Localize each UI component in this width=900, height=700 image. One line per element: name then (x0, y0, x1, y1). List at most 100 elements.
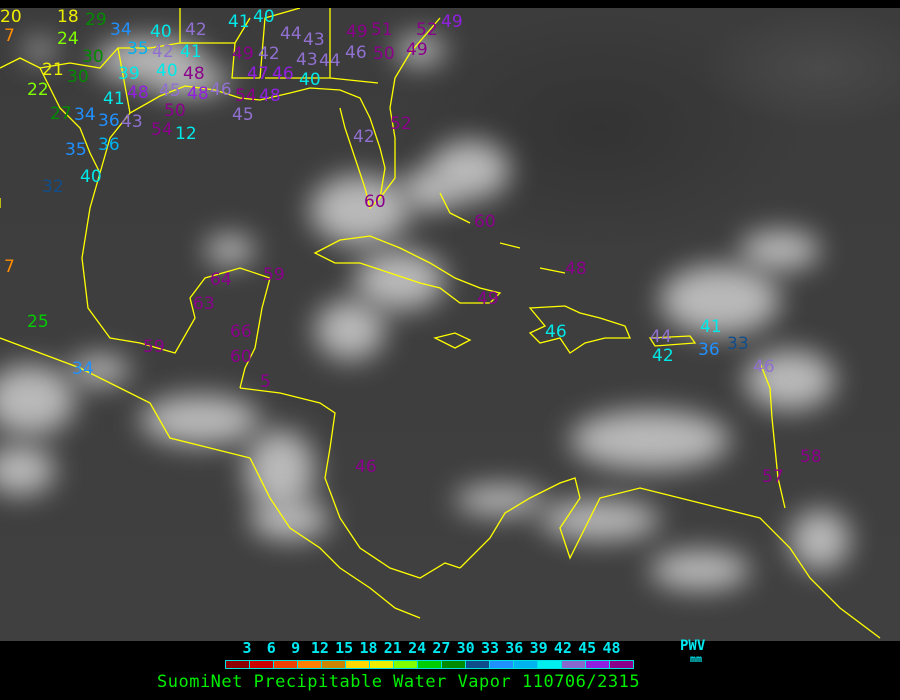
pwv-label: 52 (416, 20, 438, 40)
pwv-label: 29 (85, 10, 107, 30)
pwv-label: 63 (193, 294, 215, 314)
pwv-label: 35 (65, 140, 87, 160)
pwv-label: 20 (0, 8, 22, 27)
legend-tick: 15 (335, 639, 354, 657)
legend-swatch (586, 661, 610, 668)
cloud (740, 230, 820, 270)
pwv-label: 30 (82, 47, 104, 67)
pwv-label: 7 (4, 26, 15, 46)
legend-tick: 48 (602, 639, 621, 657)
map-title: SuomiNet Precipitable Water Vapor 110706… (157, 672, 641, 692)
pwv-label: 60 (474, 212, 496, 232)
pwv-label: 48 (565, 259, 587, 279)
pwv-label: 41 (180, 42, 202, 62)
pwv-label: 60 (364, 192, 386, 212)
pwv-label: 48 (259, 86, 281, 106)
south-america-coast (459, 477, 881, 639)
florida-atlantic-coast (379, 17, 441, 199)
pwv-label: 36 (98, 135, 120, 155)
cloud (0, 445, 55, 495)
cloud (745, 350, 835, 410)
pwv-label: 43 (303, 30, 325, 50)
pwv-label: 44 (319, 51, 341, 71)
pwv-label: 58 (800, 447, 822, 467)
pwv-label: 25 (27, 312, 49, 332)
legend-swatch (322, 661, 346, 668)
pwv-label: 34 (110, 20, 132, 40)
cloud (790, 510, 850, 570)
pwv-label: 42 (185, 20, 207, 40)
satellite-image: 20 7 18 29 24 30 34 35 42 40 40 41 39 48 45 48 50 48 41 21 3… (0, 8, 900, 641)
pwv-label: 50 (373, 44, 395, 64)
cloud (660, 265, 780, 335)
jamaica (433, 332, 472, 349)
legend-unit-label: PWV (680, 638, 706, 654)
pwv-label: 33 (727, 334, 749, 354)
pwv-label: 41 (700, 317, 722, 337)
legend-tick: 45 (578, 639, 597, 657)
pwv-label: 42 (152, 42, 174, 62)
pwv-label: 66 (230, 322, 252, 342)
state-borders (0, 8, 379, 174)
pwv-label: 59 (143, 337, 165, 357)
legend-tick: 21 (383, 639, 402, 657)
legend-swatch (298, 661, 322, 668)
pwv-label: 24 (57, 29, 79, 49)
pwv-label: 46 (272, 64, 294, 84)
legend-tick: 42 (553, 639, 572, 657)
pwv-label: 50 (164, 101, 186, 121)
central-america-coast (239, 387, 461, 619)
cloud (540, 500, 660, 540)
legend-tick: 30 (456, 639, 475, 657)
pwv-label: 34 (74, 105, 96, 125)
puerto-rico (648, 335, 697, 347)
pwv-station-labels: 20 7 18 29 24 30 34 35 42 40 40 41 39 48 45 48 50 48 41 21 3… (0, 8, 900, 641)
color-legend: 3 6 9 12 15 18 21 24 27 30 33 36 39 42 45 48 PWV mm Suo… (0, 638, 900, 700)
cloud (70, 355, 130, 385)
legend-tick: 24 (408, 639, 427, 657)
pwv-label: 64 (210, 270, 232, 290)
pwv-label: 41 (103, 89, 125, 109)
cloud (570, 410, 730, 470)
pwv-label: 49 (477, 289, 499, 309)
pwv-label: 48 (127, 83, 149, 103)
mexico-coast (81, 172, 271, 389)
pwv-label: 49 (232, 44, 254, 64)
bahamas (439, 192, 566, 274)
legend-tick: 9 (291, 639, 301, 657)
pwv-label: 57 (762, 467, 784, 487)
cloud (650, 550, 750, 590)
pwv-label: 44 (280, 24, 302, 44)
cloud (315, 300, 385, 360)
pwv-label: 44 (650, 327, 672, 347)
coastlines (0, 8, 881, 639)
legend-tick: 6 (266, 639, 276, 657)
legend-swatch (610, 661, 633, 668)
pwv-label: 43 (296, 50, 318, 70)
pwv-label: 52 (390, 114, 412, 134)
pwv-label: 32 (42, 177, 64, 197)
pwv-label: 40 (156, 61, 178, 81)
pwv-label: 18 (57, 8, 79, 27)
pwv-label: 54 (151, 120, 173, 140)
legend-tick: 3 (242, 639, 252, 657)
pwv-label: 36 (98, 111, 120, 131)
legend-tick: 33 (480, 639, 500, 657)
pwv-label: 12 (175, 124, 197, 144)
cuba (313, 235, 502, 304)
pwv-label: 45 (159, 81, 181, 101)
pwv-label: 49 (346, 22, 368, 42)
pwv-label: 49 (441, 12, 463, 32)
legend-swatch (250, 661, 274, 668)
pwv-label: 59 (263, 265, 285, 285)
legend-unit: mm (690, 654, 703, 665)
cloud (25, 40, 55, 60)
pwv-label: 40 (299, 70, 321, 90)
pwv-label: 34 (72, 359, 94, 379)
pwv-label: 54 (235, 86, 257, 106)
pwv-label: 46 (753, 357, 775, 377)
legend-swatch (562, 661, 586, 668)
legend-swatch (274, 661, 298, 668)
legend-tick: 39 (529, 639, 548, 657)
pwv-label: 51 (371, 20, 393, 40)
